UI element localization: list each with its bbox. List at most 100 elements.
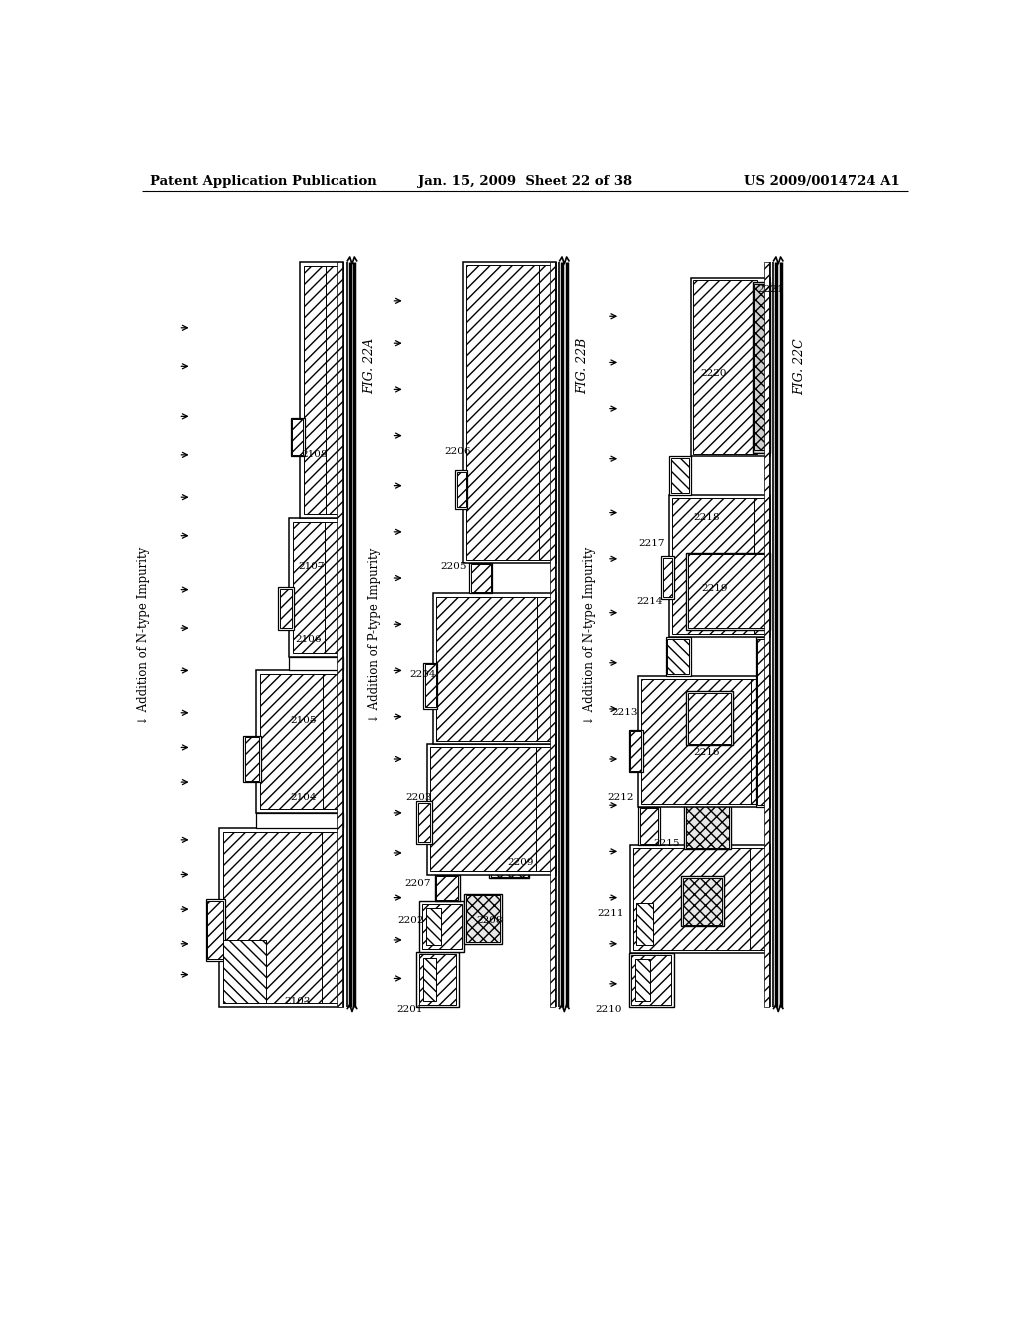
Bar (223, 940, 266, 1003)
Bar (256, 671, 343, 813)
Bar (669, 495, 770, 638)
Text: 2221: 2221 (758, 285, 783, 294)
Bar (630, 731, 641, 771)
Text: ↓ Addition of P-type Impurity: ↓ Addition of P-type Impurity (368, 548, 381, 723)
Bar (686, 797, 729, 847)
Bar (291, 418, 305, 457)
Text: 2209: 2209 (508, 858, 535, 867)
Bar (638, 807, 659, 845)
Bar (686, 553, 770, 630)
Text: 2208: 2208 (477, 916, 503, 925)
Bar (293, 521, 328, 653)
Bar (671, 458, 689, 494)
Bar (280, 589, 292, 628)
Text: 2105: 2105 (291, 715, 317, 725)
Text: 2211: 2211 (598, 908, 625, 917)
Text: Jan. 15, 2009  Sheet 22 of 38: Jan. 15, 2009 Sheet 22 of 38 (418, 176, 632, 187)
Bar (753, 281, 770, 453)
Bar (457, 471, 466, 507)
Text: FIG. 22A: FIG. 22A (364, 338, 377, 395)
Text: 2202: 2202 (397, 916, 424, 925)
Bar (755, 498, 765, 635)
Bar (279, 587, 294, 630)
Bar (219, 829, 343, 1007)
Bar (469, 562, 493, 594)
Text: 2203: 2203 (406, 793, 432, 803)
Text: ↓ Addition of N-type Impurity: ↓ Addition of N-type Impurity (137, 546, 150, 725)
Bar (690, 277, 770, 457)
Bar (538, 597, 551, 741)
Text: US 2009/0014724 A1: US 2009/0014724 A1 (744, 176, 900, 187)
Bar (300, 263, 343, 517)
Bar (750, 849, 765, 950)
Bar (435, 597, 539, 741)
Bar (423, 958, 436, 1001)
Text: 2218: 2218 (693, 513, 720, 523)
Bar (327, 267, 339, 515)
Bar (683, 878, 722, 924)
Bar (693, 280, 757, 454)
Bar (672, 498, 756, 635)
Bar (436, 876, 458, 900)
Bar (663, 558, 672, 598)
Text: 2207: 2207 (403, 879, 430, 888)
Bar (337, 263, 343, 1007)
Bar (629, 953, 674, 1007)
Text: 2107: 2107 (299, 562, 325, 572)
Text: 2106: 2106 (295, 635, 322, 644)
Bar (764, 263, 769, 1007)
Bar (244, 737, 260, 781)
Text: 2210: 2210 (595, 1005, 622, 1014)
Bar (423, 663, 437, 709)
Text: ↓ Addition of N-type Impurity: ↓ Addition of N-type Impurity (584, 546, 596, 725)
Text: 2108: 2108 (302, 450, 328, 459)
Bar (751, 678, 765, 804)
Text: 2213: 2213 (611, 709, 637, 717)
Bar (207, 900, 222, 960)
Bar (206, 899, 225, 961)
Bar (289, 656, 343, 671)
Text: 2220: 2220 (700, 370, 726, 379)
Text: FIG. 22B: FIG. 22B (575, 338, 589, 395)
Bar (223, 832, 324, 1003)
Bar (464, 894, 502, 944)
Text: 2214: 2214 (636, 597, 663, 606)
Text: Patent Application Publication: Patent Application Publication (150, 176, 377, 187)
Text: 2217: 2217 (638, 539, 665, 548)
Bar (489, 843, 529, 878)
Bar (755, 284, 768, 450)
Bar (426, 908, 441, 945)
Bar (419, 954, 456, 1005)
Text: 2201: 2201 (396, 1005, 423, 1014)
Text: 2215: 2215 (653, 840, 680, 849)
Text: 2104: 2104 (291, 793, 317, 803)
Bar (430, 747, 538, 871)
Bar (641, 678, 753, 804)
Bar (245, 738, 259, 780)
Bar (684, 795, 731, 849)
Bar (630, 845, 770, 953)
Bar (466, 895, 500, 942)
Bar (425, 664, 435, 708)
Bar (633, 849, 751, 950)
Bar (635, 960, 650, 1001)
Bar (292, 420, 303, 455)
Bar (324, 675, 339, 809)
Bar (686, 692, 732, 744)
Bar (455, 470, 467, 508)
Bar (636, 903, 653, 945)
Bar (687, 554, 768, 628)
Text: 2103: 2103 (285, 997, 311, 1006)
Bar (668, 639, 689, 675)
Bar (640, 808, 658, 843)
Bar (631, 956, 672, 1005)
Bar (418, 803, 430, 842)
Bar (662, 557, 674, 599)
Bar (756, 638, 765, 807)
Bar (304, 267, 329, 515)
Bar (681, 876, 724, 927)
Bar (435, 875, 460, 902)
Text: 2206: 2206 (444, 446, 471, 455)
Bar (260, 675, 326, 809)
Bar (256, 813, 343, 829)
